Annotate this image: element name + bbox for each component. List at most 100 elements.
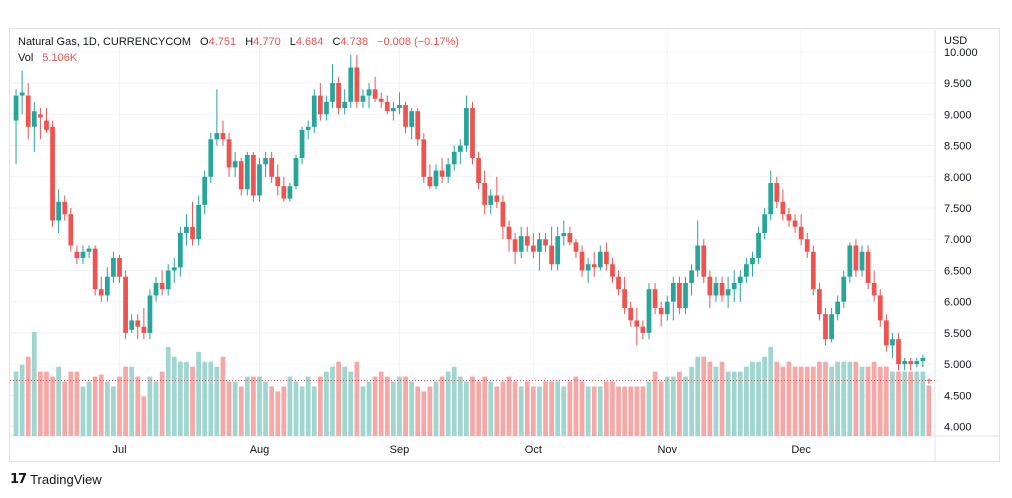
volume-bar (780, 366, 786, 436)
candle-body (512, 239, 518, 252)
volume-bar (129, 366, 135, 436)
candle-body (62, 201, 68, 215)
candle-body (883, 320, 889, 346)
candle-body (336, 83, 341, 109)
x-tick-label: Aug (250, 444, 270, 456)
volume-bar (670, 376, 676, 436)
candle-body (342, 101, 348, 109)
volume-bar (415, 386, 421, 436)
candle-body (859, 251, 865, 271)
candle-body (537, 239, 542, 252)
candle-body (38, 114, 43, 118)
candle-body (902, 361, 907, 365)
volume-bar (202, 361, 208, 436)
volume-bar (19, 364, 25, 436)
change-value: −0.008 (−0.17%) (377, 36, 459, 48)
volume-bar (750, 361, 755, 436)
candle-body (98, 289, 104, 296)
candle-body (74, 251, 80, 258)
y-tick-label: 4.000 (944, 422, 972, 434)
volume-bar (117, 376, 122, 436)
candle-body (281, 186, 287, 199)
volume-bar (251, 376, 256, 436)
candle-body (835, 301, 841, 315)
candle-body (567, 233, 573, 243)
volume-bar (293, 381, 299, 436)
candle-body (366, 89, 372, 96)
y-tick-label: 6.500 (944, 265, 972, 277)
volume-bar (476, 381, 481, 436)
candle-body (415, 111, 421, 140)
candle-body (287, 186, 293, 199)
candle-body (506, 226, 512, 240)
volume-bar (324, 371, 329, 436)
volume-bar (701, 356, 707, 436)
candle-body (104, 276, 110, 296)
volume-bar (652, 371, 658, 436)
volume-bar (299, 386, 305, 436)
candle-body (500, 201, 506, 227)
tradingview-logo-icon: 17 (10, 472, 27, 487)
volume-bar (403, 376, 408, 436)
candle-body (190, 226, 195, 240)
candle-body (147, 295, 153, 333)
volume-bar (530, 386, 536, 436)
price-axis: 10.000 9.500 9.000 8.500 8.000 7.500 7.000 6.50… (944, 47, 978, 434)
volume-bar (871, 361, 877, 436)
candle-body (914, 361, 920, 365)
volume-bar (317, 376, 323, 436)
candle-body (159, 282, 165, 290)
candle-body (165, 270, 171, 290)
x-tick-label: Dec (791, 444, 811, 456)
candle-body (652, 289, 658, 308)
low-label: L (289, 36, 296, 48)
candle-body (117, 257, 122, 277)
candle-body (409, 111, 415, 127)
volume-bar (500, 381, 506, 436)
volume-bar (257, 376, 262, 436)
tradingview-logo[interactable]: 17 TradingView (10, 472, 102, 487)
candle-body (701, 245, 707, 277)
volume-bar (86, 381, 92, 436)
candle-body (713, 282, 719, 296)
candle-body (634, 320, 640, 327)
volume-bar (214, 366, 220, 436)
symbol-title[interactable]: Natural Gas, 1D, CURRENCYCOM (18, 36, 191, 48)
candle-body (214, 133, 220, 140)
volume-bar (177, 361, 183, 436)
volume-bar (677, 371, 682, 436)
volume-bar (141, 396, 147, 436)
candle-body (695, 245, 701, 271)
candle-body (719, 282, 725, 296)
y-tick-label: 10.000 (944, 47, 978, 59)
volume-bar (220, 356, 226, 436)
volume-bar (798, 366, 804, 436)
candle-body (658, 307, 664, 315)
y-tick-label: 6.000 (944, 297, 972, 309)
y-tick-label: 9.500 (944, 78, 972, 90)
candle-body (908, 361, 914, 365)
y-tick-label: 9.000 (944, 109, 972, 121)
volume-bar (421, 391, 427, 436)
volume-bar (707, 361, 713, 436)
volume-bars (13, 332, 932, 436)
candle-body (433, 170, 439, 187)
volume-bar (835, 361, 841, 436)
currency-label[interactable]: USD (944, 35, 968, 47)
candle-body (482, 183, 488, 205)
volume-bar (579, 381, 585, 436)
volume-bar (397, 376, 402, 436)
candle-body (798, 226, 804, 240)
candle-body (628, 307, 634, 321)
volume-bar (263, 381, 268, 436)
volume-bar (792, 366, 798, 436)
candle-body (689, 270, 694, 283)
volume-bar (695, 356, 701, 436)
candle-body (13, 95, 19, 121)
x-tick-label: Sep (390, 444, 410, 456)
y-tick-label: 7.000 (944, 234, 972, 246)
candle-body (257, 164, 262, 196)
candle-body (403, 104, 408, 127)
tradingview-name: TradingView (30, 472, 102, 487)
